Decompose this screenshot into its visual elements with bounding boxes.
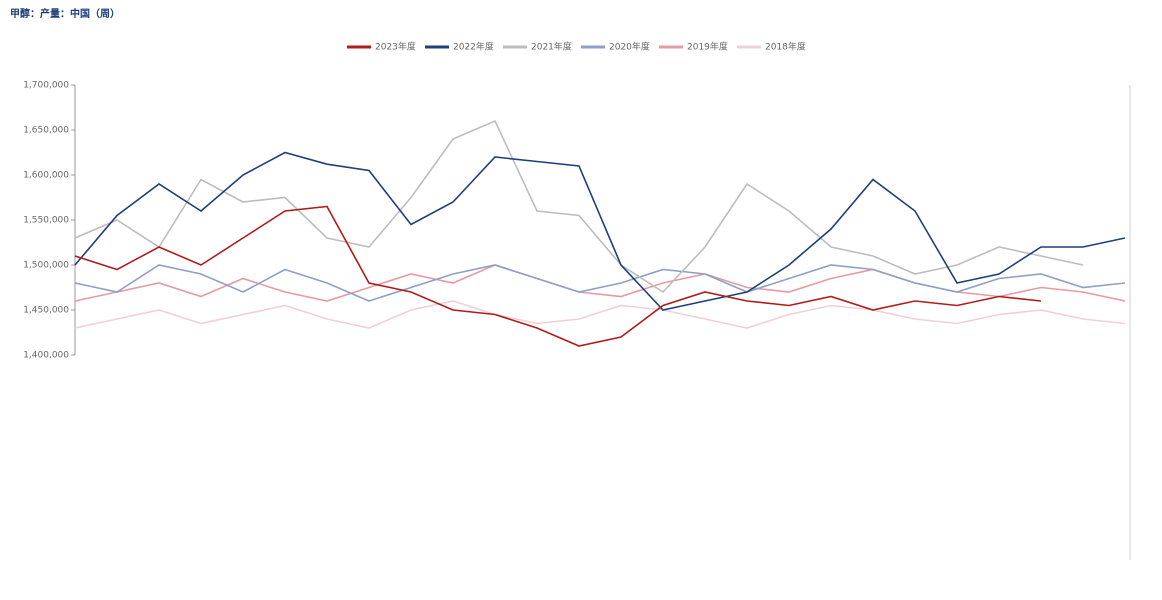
series-line: [75, 301, 1125, 328]
chart: 甲醇：产量：中国（周） 1,400,000 1,450,000 1,500,000 1…: [0, 0, 1162, 596]
legend-label: 2022年度: [453, 41, 494, 53]
legend-label: 2018年度: [765, 41, 806, 53]
y-tick-label: 1,600,000: [23, 171, 69, 181]
series-line: [75, 265, 1125, 301]
legend-label: 2023年度: [375, 41, 416, 53]
legend-label: 2021年度: [531, 41, 572, 53]
y-tick-label: 1,550,000: [23, 216, 69, 226]
series-line: [75, 121, 1083, 292]
legend-label: 2020年度: [609, 41, 650, 53]
y-tick-label: 1,500,000: [23, 261, 69, 271]
legend-label: 2019年度: [687, 41, 728, 53]
y-tick-label: 1,450,000: [23, 306, 69, 316]
chart-title: 甲醇：产量：中国（周）: [10, 7, 120, 20]
y-tick-label: 1,650,000: [23, 126, 69, 136]
y-tick-label: 1,700,000: [23, 81, 69, 91]
y-tick-label: 1,400,000: [23, 351, 69, 361]
series-line: [75, 153, 1125, 311]
